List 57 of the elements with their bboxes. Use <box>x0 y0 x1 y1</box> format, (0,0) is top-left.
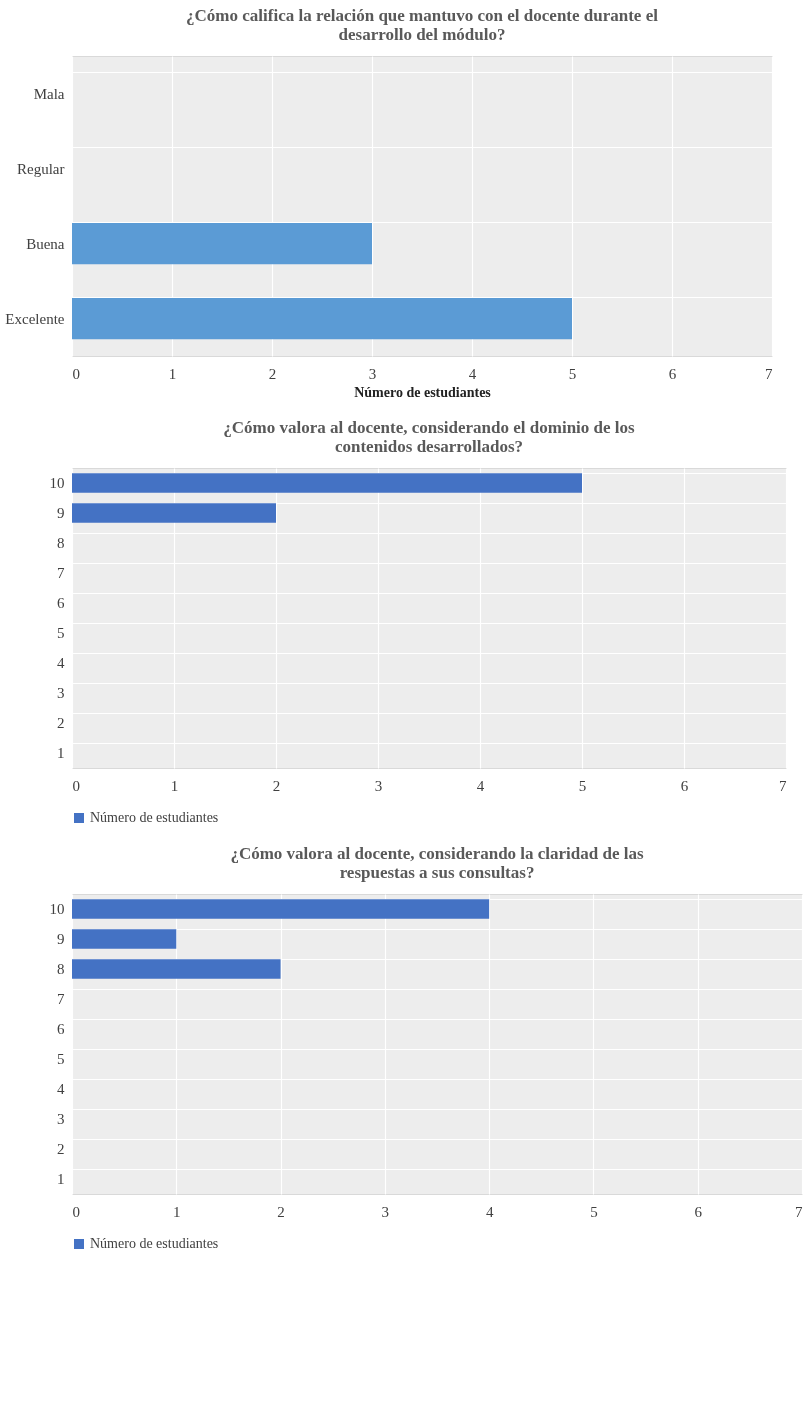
x-tick-label: 7 <box>795 1203 803 1220</box>
bar <box>72 959 281 979</box>
x-tick-label: 4 <box>468 365 477 382</box>
x-tick-label: 5 <box>590 1203 598 1220</box>
x-tick-label: 5 <box>568 365 577 382</box>
y-tick-label: 7 <box>57 565 65 581</box>
x-tick-label: 6 <box>694 1203 703 1220</box>
x-tick-label: 1 <box>168 365 177 382</box>
x-tick-label: 4 <box>485 1203 494 1220</box>
y-tick-label: 10 <box>49 901 65 917</box>
x-tick-label: 7 <box>765 365 773 382</box>
x-tick-label: 6 <box>680 777 689 794</box>
chart-title: ¿Cómo califica la relación que mantuvo con el docente durante el desarrollo del módulo? <box>186 6 659 44</box>
y-tick-label: 9 <box>57 931 65 947</box>
y-tick-label: Excelente <box>5 310 65 327</box>
y-tick-label: Buena <box>26 235 65 252</box>
y-tick-label: 5 <box>57 1051 65 1067</box>
y-tick-label: 2 <box>57 1141 65 1157</box>
y-tick-label: 1 <box>57 745 65 761</box>
x-tick-label: 0 <box>72 365 80 382</box>
x-tick-label: 1 <box>170 777 179 794</box>
x-tick-label: 3 <box>374 777 383 794</box>
y-tick-label: 8 <box>57 961 65 977</box>
y-tick-label: 1 <box>57 1171 65 1187</box>
x-tick-label: 4 <box>476 777 485 794</box>
x-tick-label: 2 <box>268 365 277 382</box>
y-tick-label: 2 <box>57 715 65 731</box>
y-tick-label: Regular <box>17 160 65 177</box>
y-tick-label: 4 <box>57 655 65 671</box>
y-tick-label: Mala <box>33 85 65 102</box>
y-tick-label: 9 <box>57 505 65 521</box>
x-axis-title: Número de estudiantes <box>354 384 492 400</box>
y-tick-label: 3 <box>57 1111 65 1127</box>
x-tick-label: 2 <box>277 1203 285 1220</box>
y-tick-label: 7 <box>57 991 65 1007</box>
x-tick-label: 1 <box>173 1203 181 1220</box>
legend-label: Número de estudiantes <box>90 1236 219 1251</box>
x-tick-label: 5 <box>578 777 587 794</box>
x-tick-label: 0 <box>72 1203 80 1220</box>
bar <box>72 899 490 919</box>
y-tick-label: 6 <box>57 1021 65 1037</box>
y-tick-label: 8 <box>57 535 65 551</box>
x-tick-label: 0 <box>72 777 80 794</box>
y-tick-label: 3 <box>57 685 65 701</box>
y-tick-label: 5 <box>57 625 65 641</box>
bar <box>72 929 177 949</box>
x-tick-label: 3 <box>381 1203 390 1220</box>
x-tick-label: 3 <box>368 365 377 382</box>
y-tick-label: 10 <box>49 475 65 491</box>
y-tick-label: 4 <box>57 1081 65 1097</box>
y-tick-label: 6 <box>57 595 65 611</box>
x-tick-label: 7 <box>779 777 787 794</box>
x-tick-label: 2 <box>272 777 281 794</box>
legend-label: Número de estudiantes <box>90 810 219 825</box>
chart-title: ¿Cómo valora al docente, considerando la claridad de las respuestas a sus consultas? <box>230 844 644 882</box>
x-tick-label: 6 <box>668 365 677 382</box>
chart-title: ¿Cómo valora al docente, considerando el dominio de los contenidos desarrollados? <box>223 418 636 456</box>
